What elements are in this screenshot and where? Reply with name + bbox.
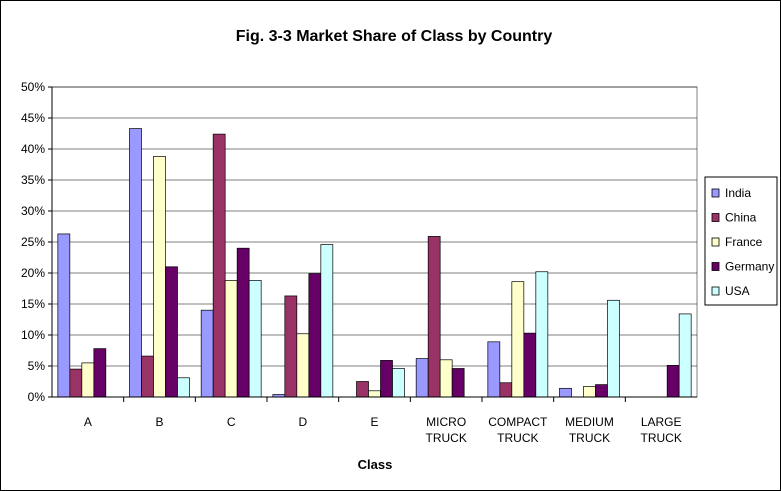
legend-swatch-china <box>711 213 720 222</box>
bar-india <box>487 341 501 398</box>
bar-usa <box>607 299 620 398</box>
x-tick-label: MEDIUM <box>565 415 614 429</box>
bar-germany <box>308 273 322 398</box>
legend-swatch-india <box>711 188 720 198</box>
x-tick-label: E <box>370 415 378 429</box>
x-tick-label: MICRO <box>426 415 466 429</box>
bar-india <box>57 233 71 398</box>
bar-india <box>129 128 142 398</box>
bar-france <box>81 362 95 398</box>
legend: India China France Germany USA <box>704 176 778 306</box>
y-tick-label: 35% <box>21 173 45 187</box>
y-tick-label: 50% <box>21 80 45 94</box>
bar-germany <box>380 360 393 398</box>
bars <box>57 128 692 398</box>
bar-germany <box>451 368 465 398</box>
legend-label-india: India <box>725 186 751 200</box>
bar-china <box>212 133 226 398</box>
bar-usa <box>678 313 692 398</box>
x-tick-label: LARGE <box>641 415 682 429</box>
x-tick-label: TRUCK <box>425 431 466 445</box>
bar-france <box>368 390 381 398</box>
x-tick-label: B <box>155 415 163 429</box>
bar-france <box>583 386 596 398</box>
bar-usa <box>177 377 190 398</box>
legend-label-usa: USA <box>725 284 750 298</box>
x-tick-label: A <box>84 415 92 429</box>
x-tick-label: D <box>298 415 307 429</box>
bar-usa <box>248 280 262 398</box>
y-tick-label: 45% <box>21 111 45 125</box>
y-tick-label: 25% <box>21 235 45 249</box>
x-tick-label: C <box>227 415 236 429</box>
y-tick-label: 10% <box>21 328 45 342</box>
bar-china <box>427 236 441 398</box>
legend-swatch-germany <box>711 262 720 271</box>
bar-china <box>499 382 513 398</box>
bar-china <box>141 355 154 398</box>
legend-label-china: China <box>725 211 757 225</box>
x-tick-label: TRUCK <box>497 431 538 445</box>
bar-usa <box>535 271 549 398</box>
bar-germany <box>236 247 250 398</box>
y-tick-label: 40% <box>21 142 45 156</box>
bar-france <box>511 281 525 398</box>
y-tick-label: 15% <box>21 297 45 311</box>
bar-germany <box>523 332 537 398</box>
bar-india <box>200 309 214 398</box>
bar-france <box>153 156 166 398</box>
y-tick-label: 5% <box>28 359 46 373</box>
x-tick-label: COMPACT <box>488 415 548 429</box>
bar-china <box>284 295 298 398</box>
bar-usa <box>320 244 334 398</box>
bar-china <box>69 368 83 398</box>
legend-label-france: France <box>725 235 763 249</box>
bar-germany <box>595 384 608 398</box>
x-axis-label: Class <box>358 457 393 472</box>
bar-germany <box>165 266 178 398</box>
bar-usa <box>392 368 405 398</box>
bar-china <box>356 381 369 398</box>
x-tick-label: TRUCK <box>640 431 681 445</box>
bar-france <box>439 359 453 398</box>
x-tick-label: TRUCK <box>569 431 610 445</box>
y-tick-label: 20% <box>21 266 45 280</box>
bar-france <box>296 333 310 398</box>
bar-germany <box>93 348 107 398</box>
axes <box>51 87 697 398</box>
chart-title: Fig. 3-3 Market Share of Class by Countr… <box>236 28 553 45</box>
bar-france <box>224 280 238 398</box>
bar-india <box>559 387 572 398</box>
tick-labels: 0% 5% 10% 15% 20% 25% 30% 35% 40% 45% 50% A B C D E MICR… <box>21 80 682 445</box>
y-tick-label: 0% <box>28 390 46 404</box>
legend-swatch-france <box>711 237 720 247</box>
bar-germany <box>666 365 680 398</box>
bar-india <box>415 358 429 398</box>
legend-swatch-usa <box>711 286 720 296</box>
y-tick-label: 30% <box>21 204 45 218</box>
legend-label-germany: Germany <box>725 260 774 274</box>
